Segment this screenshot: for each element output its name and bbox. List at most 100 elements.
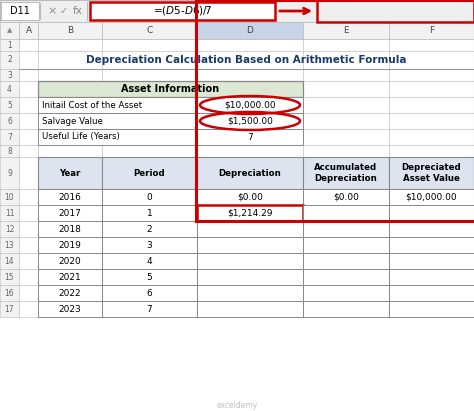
Bar [19, 22, 38, 39]
Bar [38, 157, 102, 189]
Text: 5: 5 [7, 101, 12, 109]
Bar [102, 129, 197, 145]
Bar [197, 285, 303, 301]
Bar [0, 253, 19, 269]
Bar [38, 253, 102, 269]
Bar [102, 157, 197, 189]
Text: 9: 9 [7, 169, 12, 178]
Text: 17: 17 [5, 305, 14, 314]
Bar [389, 205, 474, 221]
Bar [19, 157, 38, 189]
Bar [19, 113, 38, 129]
Bar [197, 157, 303, 189]
Bar [102, 221, 197, 237]
Bar [0, 97, 19, 113]
Bar [102, 189, 197, 205]
Bar [197, 113, 303, 129]
Bar [38, 129, 197, 145]
Text: D11: D11 [10, 6, 30, 16]
Bar [0, 39, 19, 51]
Bar [102, 205, 197, 221]
Text: Salvage Value: Salvage Value [42, 116, 103, 125]
Bar [19, 145, 38, 157]
Bar [102, 269, 197, 285]
Bar [38, 113, 197, 129]
Text: 6: 6 [7, 116, 12, 125]
Bar [38, 157, 102, 189]
Bar [389, 269, 474, 285]
Text: 7: 7 [247, 132, 253, 141]
Bar [19, 205, 38, 221]
Bar [197, 301, 303, 317]
Bar [303, 285, 389, 301]
Bar [197, 129, 303, 145]
Text: 1: 1 [146, 208, 152, 217]
Bar [197, 22, 303, 39]
Bar [197, 237, 303, 253]
Text: fx: fx [73, 6, 83, 16]
Bar [102, 269, 197, 285]
Bar [102, 145, 197, 157]
Bar [389, 301, 474, 317]
Bar [389, 157, 474, 189]
Text: $1,214.29: $1,214.29 [227, 208, 273, 217]
Bar [38, 285, 102, 301]
Bar [303, 81, 389, 97]
Bar [0, 81, 19, 97]
Bar [102, 253, 197, 269]
Bar [102, 22, 197, 39]
Bar [102, 221, 197, 237]
Bar [303, 269, 389, 285]
Bar [389, 81, 474, 97]
Bar [197, 205, 303, 221]
Bar [197, 221, 303, 237]
Bar [303, 157, 389, 189]
Text: 4: 4 [7, 85, 12, 93]
Text: 2023: 2023 [59, 305, 82, 314]
Bar [19, 81, 38, 97]
Bar [19, 221, 38, 237]
Bar [102, 189, 197, 205]
Bar [0, 69, 19, 81]
Bar [303, 189, 389, 205]
Bar [303, 237, 389, 253]
Text: A: A [26, 26, 32, 35]
Bar [197, 97, 303, 113]
Bar [389, 129, 474, 145]
Text: 5: 5 [146, 272, 152, 282]
Text: 8: 8 [7, 146, 12, 155]
Text: 2018: 2018 [59, 224, 82, 233]
Bar [38, 81, 102, 97]
Bar [389, 253, 474, 269]
Text: 7: 7 [146, 305, 152, 314]
Bar [102, 205, 197, 221]
Bar [102, 285, 197, 301]
Bar [102, 285, 197, 301]
Text: Asset Information: Asset Information [121, 84, 219, 94]
Text: 2019: 2019 [59, 240, 82, 249]
Text: $1,500.00: $1,500.00 [227, 116, 273, 125]
Bar [303, 253, 389, 269]
Bar [38, 301, 102, 317]
Bar [197, 81, 303, 97]
Bar [389, 69, 474, 81]
Bar [197, 253, 303, 269]
Bar [38, 221, 102, 237]
Bar [0, 221, 19, 237]
Bar [0, 51, 19, 69]
Bar [38, 69, 102, 81]
Bar [0, 237, 19, 253]
Text: 2: 2 [7, 55, 12, 65]
Text: Depreciation: Depreciation [219, 169, 282, 178]
Bar [38, 113, 102, 129]
Bar [197, 69, 303, 81]
Bar [38, 97, 197, 113]
Bar [197, 51, 303, 69]
Bar [303, 221, 389, 237]
Text: Depreciation Calculation Based on Arithmetic Formula: Depreciation Calculation Based on Arithm… [86, 55, 407, 65]
Bar [0, 157, 19, 189]
Text: 16: 16 [5, 289, 14, 298]
Bar [90, 2, 275, 20]
Bar [19, 97, 38, 113]
Bar [102, 81, 197, 97]
